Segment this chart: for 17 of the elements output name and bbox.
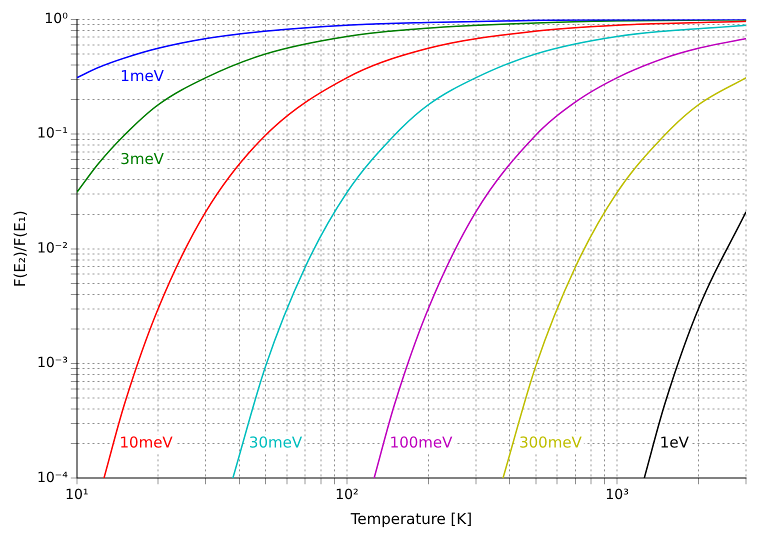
series-label: 1eV (660, 434, 690, 452)
y-tick-label: 10⁻⁴ (36, 470, 68, 486)
y-tick-label: 10⁰ (44, 11, 68, 28)
y-tick-label: 10⁻² (36, 240, 68, 256)
x-tick-label: 10³ (605, 487, 629, 504)
series-label: 30meV (248, 434, 303, 452)
x-tick-label: 10² (335, 487, 359, 504)
series-label: 100meV (390, 434, 454, 452)
y-axis-title: F(E₂)/F(E₁) (10, 210, 29, 288)
series-label: 10meV (120, 434, 174, 452)
x-tick-label: 10¹ (65, 487, 89, 504)
series-label: 1meV (120, 66, 165, 85)
series-label: 300meV (519, 434, 583, 452)
series-label: 3meV (120, 150, 165, 168)
y-tick-label: 10⁻³ (36, 355, 68, 372)
x-axis-title: Temperature [K] (350, 510, 472, 528)
y-tick-label: 10⁻¹ (36, 126, 68, 142)
